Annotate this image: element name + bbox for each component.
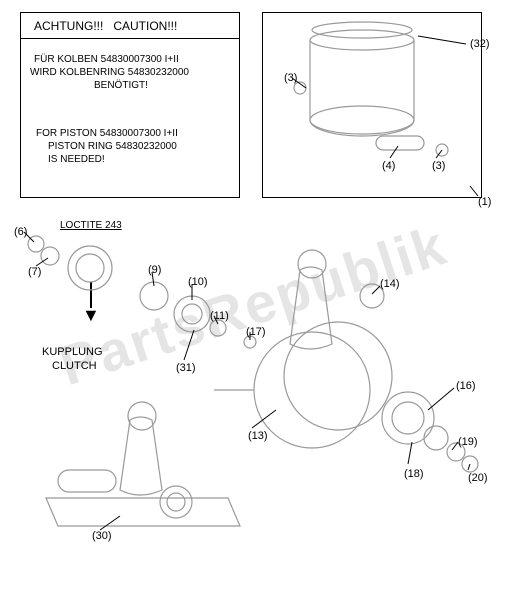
callout-1: (1) bbox=[478, 196, 491, 208]
callout-14: (14) bbox=[380, 278, 400, 290]
callout-19: (19) bbox=[458, 436, 478, 448]
callout-10: (10) bbox=[188, 276, 208, 288]
callout-4: (4) bbox=[382, 160, 395, 172]
callout-16: (16) bbox=[456, 380, 476, 392]
callout-3a: (3) bbox=[284, 72, 297, 84]
callout-32: (32) bbox=[470, 38, 490, 50]
callout-9: (9) bbox=[148, 264, 161, 276]
callout-6: (6) bbox=[14, 226, 27, 238]
callout-3b: (3) bbox=[432, 160, 445, 172]
callout-20: (20) bbox=[468, 472, 488, 484]
callout-31: (31) bbox=[176, 362, 196, 374]
callout-30: (30) bbox=[92, 530, 112, 542]
callout-11: (11) bbox=[210, 310, 229, 322]
diagram-svg bbox=[0, 0, 506, 609]
callout-17: (17) bbox=[246, 326, 266, 338]
callout-13: (13) bbox=[248, 430, 268, 442]
callout-18: (18) bbox=[404, 468, 424, 480]
callout-7: (7) bbox=[28, 266, 41, 278]
